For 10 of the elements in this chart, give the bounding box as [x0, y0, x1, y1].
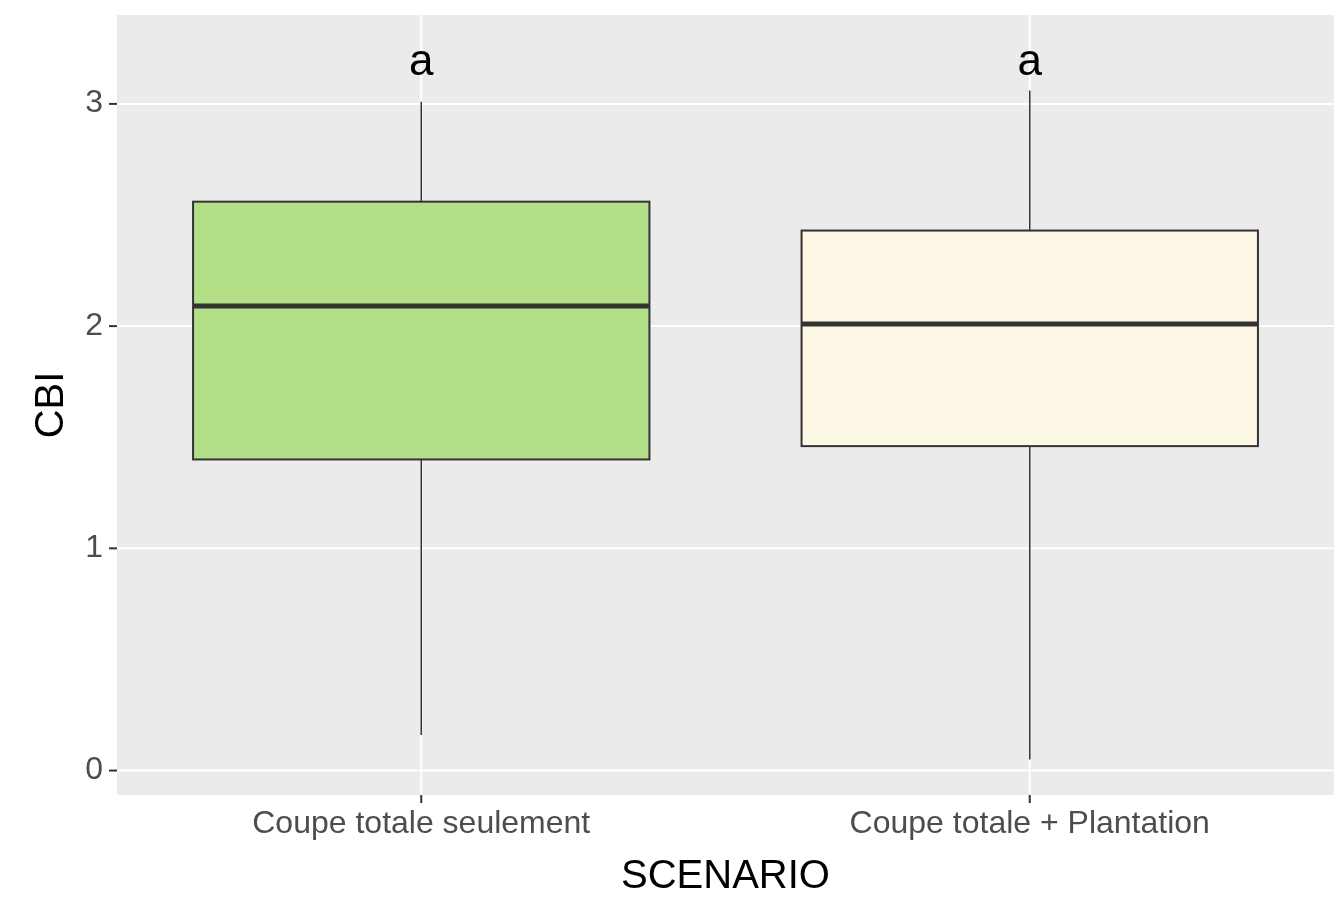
- y-tick-label: 3: [85, 83, 103, 120]
- y-axis-title: CBI: [27, 371, 71, 439]
- y-tick-label: 0: [85, 750, 103, 787]
- annotation: a: [409, 35, 435, 84]
- annotation: a: [1017, 35, 1043, 84]
- y-tick-label: 1: [85, 527, 103, 564]
- x-tick-label: Coupe totale seulement: [252, 804, 591, 840]
- y-tick-label: 2: [85, 305, 103, 342]
- x-axis-title: SCENARIO: [621, 852, 830, 896]
- x-tick-label: Coupe totale + Plantation: [849, 804, 1210, 840]
